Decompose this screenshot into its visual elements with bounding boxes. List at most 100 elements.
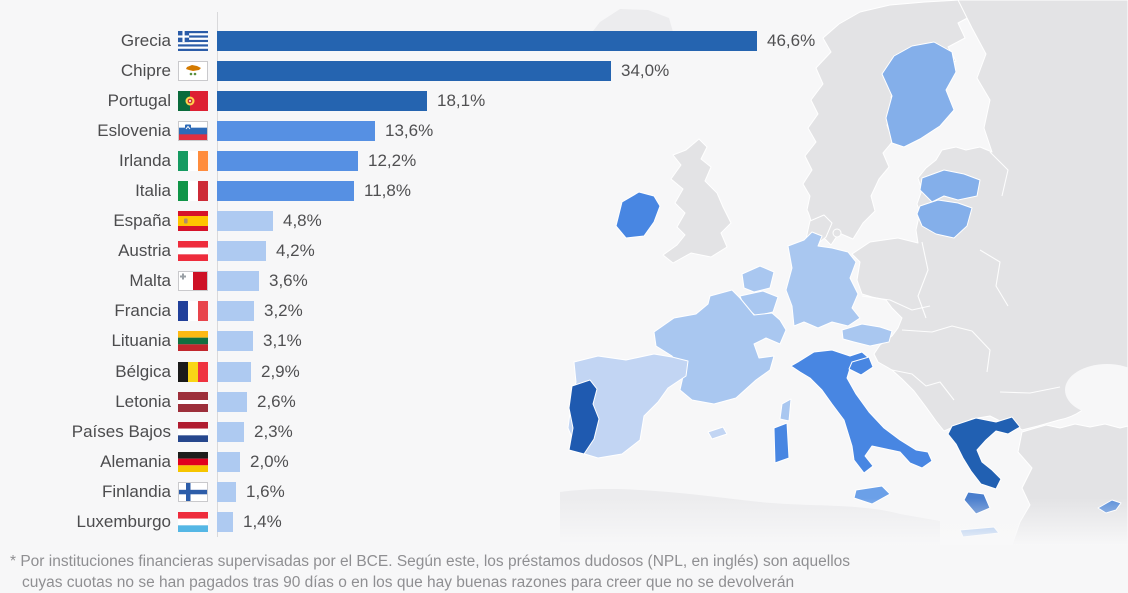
bar-italia	[217, 181, 354, 202]
chart-row: Países Bajos 2,3%	[0, 417, 815, 447]
map-border-romania-east	[971, 330, 991, 373]
map-slovenia	[848, 356, 874, 376]
map-germany	[785, 231, 861, 329]
value-label-austria: 4,2%	[276, 241, 315, 261]
value-label-finlandia: 1,6%	[246, 481, 285, 501]
flag-eslovenia-icon	[178, 121, 208, 142]
flag-luxemburgo-icon	[178, 511, 208, 532]
flag-chipre-icon	[178, 61, 208, 82]
footnote-line-1: * Por instituciones financieras supervis…	[10, 553, 851, 570]
bar-alemania	[217, 451, 240, 472]
map-netherlands	[741, 265, 775, 293]
map-border-hungary-romania	[901, 325, 973, 333]
bar-eslovenia	[217, 121, 375, 142]
bar-luxemburgo	[217, 511, 233, 532]
flag-letonia-icon	[178, 391, 208, 412]
chart-row: Alemania 2,0%	[0, 447, 815, 477]
chart-row: Luxemburgo 1,4%	[0, 507, 815, 537]
map-ireland	[615, 191, 661, 239]
country-label-chipre: Chipre	[120, 61, 171, 81]
country-label-belgica: Bélgica	[115, 361, 171, 381]
bar-chipre	[217, 61, 611, 82]
flag-francia-icon	[178, 301, 208, 322]
flag-lituania-icon	[178, 331, 208, 352]
chart-row: Grecia 46,6%	[0, 26, 815, 56]
map-border-russia-estonia	[989, 151, 1009, 197]
value-label-malta: 3,6%	[269, 271, 308, 291]
map-lithuania	[916, 199, 973, 239]
country-label-lituania: Lituania	[111, 331, 171, 351]
flag-portugal-icon	[178, 91, 208, 112]
value-label-letonia: 2,6%	[257, 391, 296, 411]
bar-finlandia	[217, 481, 236, 502]
bar-chart: Grecia 46,6% Chipre 34,0% Portugal 18,1% Eslov…	[0, 26, 815, 537]
flag-belgica-icon	[178, 361, 208, 382]
country-label-malta: Malta	[129, 271, 171, 291]
value-label-portugal: 18,1%	[437, 91, 486, 111]
chart-row: Eslovenia 13,6%	[0, 116, 815, 146]
bar-portugal	[217, 91, 427, 112]
footnote-line-2: cuyas cuotas no se han pagados tras 90 d…	[22, 574, 795, 591]
map-greece	[947, 416, 1021, 490]
bar-espana	[217, 211, 273, 232]
value-label-paises-bajos: 2,3%	[254, 421, 293, 441]
flag-paises-bajos-icon	[178, 421, 208, 442]
value-label-irlanda: 12,2%	[368, 151, 417, 171]
country-label-austria: Austria	[118, 241, 171, 261]
bar-paises-bajos	[217, 421, 244, 442]
flag-malta-icon	[178, 271, 208, 292]
chart-row: Francia 3,2%	[0, 296, 815, 326]
footnote: * Por instituciones financieras supervis…	[10, 551, 1120, 593]
bar-belgica	[217, 361, 251, 382]
chart-row: Austria 4,2%	[0, 236, 815, 266]
bar-lituania	[217, 331, 253, 352]
chart-row: Malta 3,6%	[0, 266, 815, 296]
flag-austria-icon	[178, 241, 208, 262]
value-label-chipre: 34,0%	[621, 61, 670, 81]
map-portugal	[568, 379, 600, 455]
value-label-alemania: 2,0%	[250, 451, 289, 471]
map-france	[653, 289, 787, 405]
map-corsica	[779, 398, 792, 422]
map-border-belarus-ukraine	[979, 249, 1009, 307]
country-label-irlanda: Irlanda	[119, 151, 171, 171]
map-austria	[841, 323, 893, 347]
map-finland	[881, 41, 957, 148]
map-balearic-islands	[707, 426, 728, 440]
value-label-belgica: 2,9%	[261, 361, 300, 381]
map-border-bulgaria	[999, 386, 1061, 394]
chart-row: Letonia 2,6%	[0, 387, 815, 417]
country-label-letonia: Letonia	[115, 391, 171, 411]
value-label-lituania: 3,1%	[263, 331, 302, 351]
map-spain	[567, 353, 689, 459]
country-label-portugal: Portugal	[107, 91, 171, 111]
bar-austria	[217, 241, 266, 262]
chart-row: Finlandia 1,6%	[0, 477, 815, 507]
chart-row: Irlanda 12,2%	[0, 146, 815, 176]
flag-italia-icon	[178, 181, 208, 202]
country-label-finlandia: Finlandia	[102, 481, 171, 501]
flag-grecia-icon	[178, 31, 208, 52]
chart-row: Italia 11,8%	[0, 176, 815, 206]
value-label-eslovenia: 13,6%	[385, 121, 434, 141]
country-label-eslovenia: Eslovenia	[97, 121, 171, 141]
map-united-kingdom	[662, 138, 732, 264]
chart-row: Lituania 3,1%	[0, 326, 815, 356]
bar-grecia	[217, 31, 757, 52]
map-latvia	[919, 169, 981, 203]
value-label-italia: 11,8%	[364, 181, 411, 201]
country-label-paises-bajos: Países Bajos	[71, 421, 171, 441]
country-label-luxemburgo: Luxemburgo	[76, 511, 171, 531]
bar-letonia	[217, 391, 247, 412]
flag-irlanda-icon	[178, 151, 208, 172]
chart-row: España 4,8%	[0, 206, 815, 236]
map-bottom-fade	[560, 498, 1128, 545]
value-label-francia: 3,2%	[264, 301, 303, 321]
chart-row: Portugal 18,1%	[0, 86, 815, 116]
country-label-italia: Italia	[135, 181, 171, 201]
value-label-grecia: 46,6%	[767, 31, 816, 51]
map-border-balkans	[891, 369, 955, 401]
map-border-poland-east	[917, 241, 929, 319]
map-sardinia	[773, 422, 790, 464]
bar-irlanda	[217, 151, 358, 172]
